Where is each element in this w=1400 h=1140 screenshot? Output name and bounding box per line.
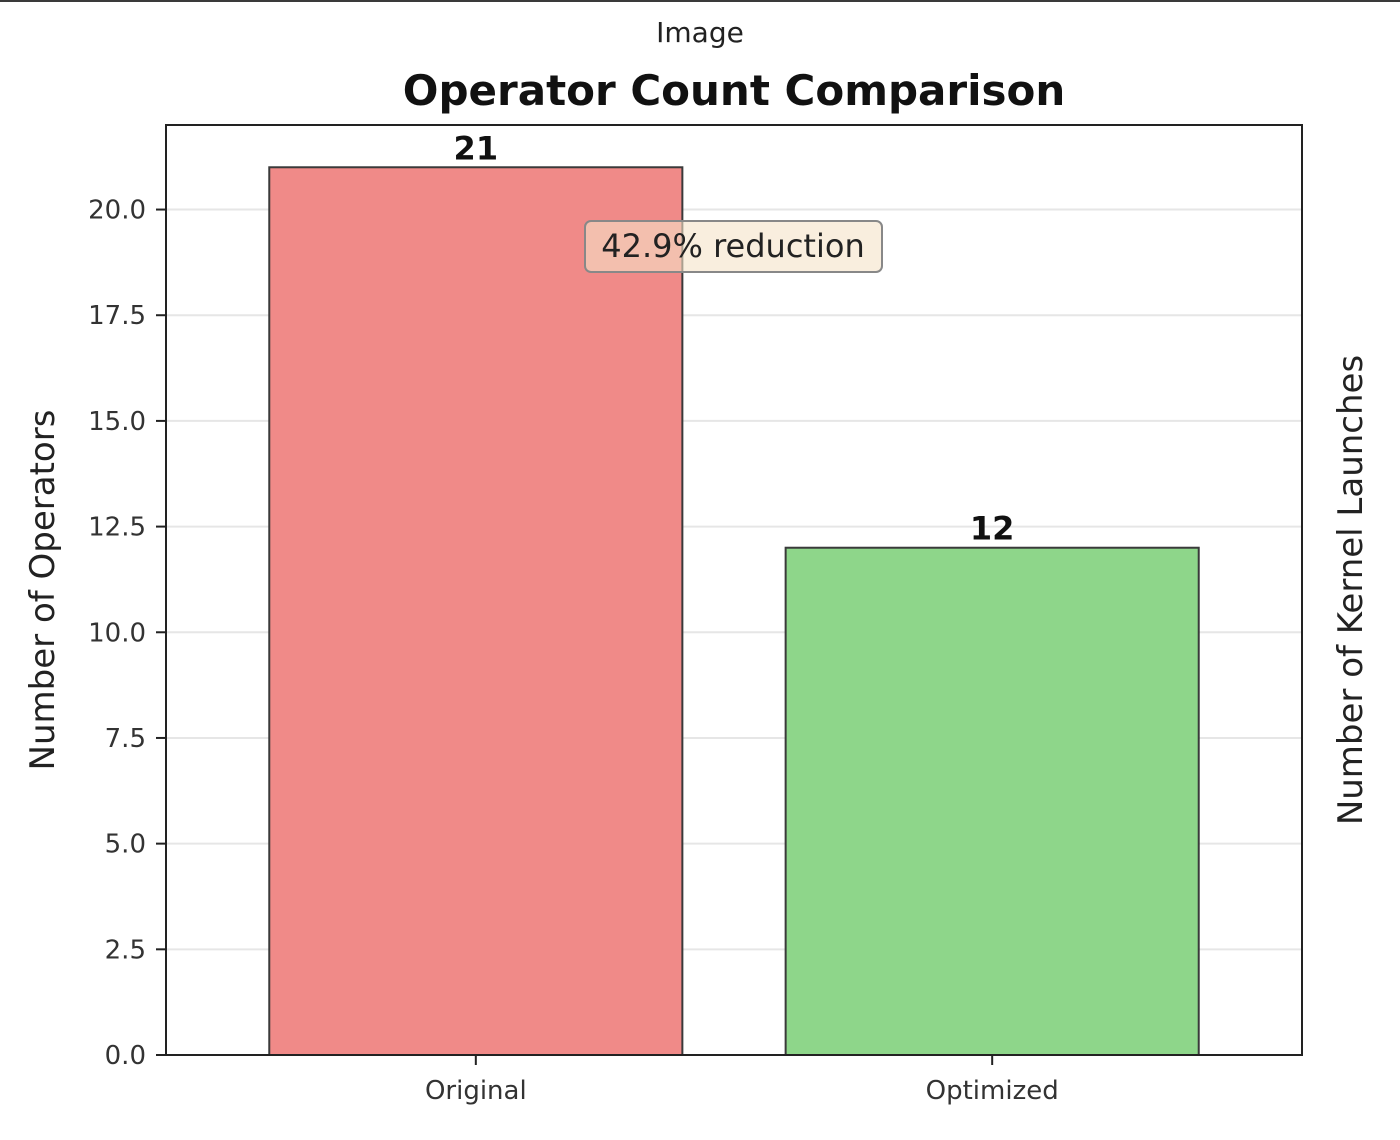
y-tick-label: 20.0 — [88, 196, 146, 226]
top-border — [0, 0, 1400, 2]
y-tick-label: 15.0 — [88, 407, 146, 437]
y-tick-label: 0.0 — [105, 1041, 146, 1071]
y-tick-label: 10.0 — [88, 618, 146, 648]
y-tick-label: 17.5 — [88, 301, 146, 331]
reduction-annotation: 42.9% reduction — [584, 220, 883, 273]
y-tick-label: 12.5 — [88, 513, 146, 543]
image-caption: Image — [656, 16, 744, 49]
y-axis-ticks: 0.0 2.5 5.0 7.5 10.0 12.5 15.0 17.5 20.0 — [88, 196, 166, 1071]
plot-frame — [165, 124, 1303, 1056]
bars — [268, 166, 1200, 1057]
bar-optimized — [784, 546, 1200, 1057]
bar-original — [268, 166, 684, 1057]
annotation-box — [584, 220, 883, 273]
y-tick-label: 5.0 — [105, 830, 146, 860]
value-label-original: 21 — [454, 129, 499, 167]
y-tick-label: 2.5 — [105, 935, 146, 965]
chart-title: Operator Count Comparison — [403, 66, 1065, 115]
value-label-optimized: 12 — [970, 510, 1015, 548]
y-tick-label: 7.5 — [105, 724, 146, 754]
x-tick-label-original: Original — [425, 1076, 527, 1106]
x-tick-label-optimized: Optimized — [926, 1076, 1059, 1106]
x-axis-ticks: Original Optimized — [425, 1055, 1059, 1106]
value-labels: 21 12 — [454, 129, 1015, 547]
right-y-axis-label: Number of Kernel Launches — [1331, 355, 1371, 825]
annotation-text: 42.9% reduction — [601, 227, 864, 265]
y-axis-label: Number of Operators — [23, 410, 63, 771]
